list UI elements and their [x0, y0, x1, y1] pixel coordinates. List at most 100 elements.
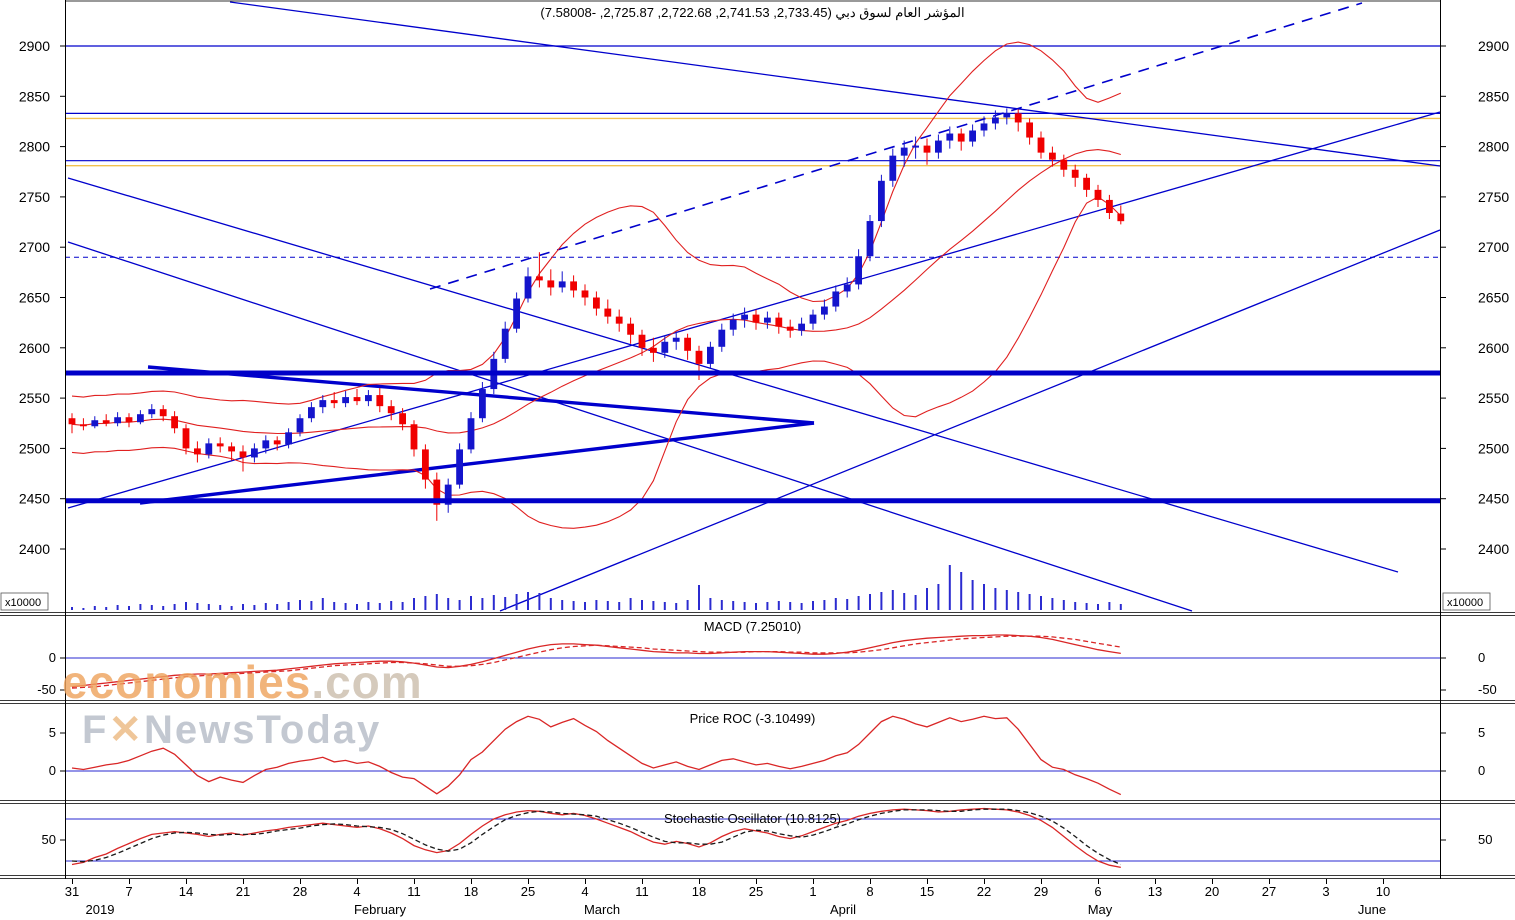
- candle: [1026, 122, 1033, 138]
- volume-bar: [618, 602, 621, 610]
- candle: [957, 133, 965, 142]
- date-tick: [528, 879, 529, 884]
- date-label: 25: [520, 884, 536, 899]
- trendline: [499, 229, 1441, 612]
- volume-bar: [424, 596, 427, 610]
- volume-bar: [207, 604, 210, 610]
- candle: [273, 440, 281, 445]
- candle: [889, 155, 897, 181]
- date-label: 18: [463, 884, 479, 899]
- date-tick: [585, 879, 586, 884]
- candle: [684, 337, 691, 351]
- volume-bar: [276, 604, 279, 610]
- volume-bar: [230, 606, 233, 610]
- stoch-panel: 50 50: [42, 807, 1492, 869]
- candle: [501, 328, 509, 359]
- candle: [1094, 189, 1102, 200]
- volume-bar: [458, 600, 461, 610]
- candle: [980, 123, 988, 131]
- volume-bar: [960, 572, 963, 610]
- date-tick: [984, 879, 985, 884]
- volume-bar: [823, 600, 826, 610]
- volume-bar: [698, 585, 700, 610]
- volume-bar: [1017, 592, 1020, 610]
- volume-bar: [743, 602, 746, 610]
- price-axis-label: 2800: [1478, 139, 1509, 155]
- candle: [479, 389, 486, 419]
- volume-bar: [994, 588, 997, 610]
- candle: [342, 397, 349, 404]
- volume-bar: [983, 584, 985, 610]
- indicator-axis-label: 0: [1478, 763, 1485, 778]
- candle: [718, 329, 726, 347]
- date-label: 8: [866, 884, 874, 899]
- volume-bar: [777, 601, 780, 610]
- date-tick: [870, 879, 871, 884]
- panel-separator: [0, 700, 1515, 701]
- panel-separator: [0, 703, 1515, 704]
- volume-bar: [390, 601, 393, 610]
- candle: [376, 395, 384, 407]
- volume-bar: [549, 598, 552, 610]
- month-label: February: [353, 902, 407, 917]
- volume-bar: [253, 605, 256, 610]
- trendline: [229, 1, 1441, 167]
- indicator-axis-label: 5: [1478, 725, 1485, 740]
- volume-bar: [515, 594, 518, 610]
- date-tick: [699, 879, 700, 884]
- candle: [91, 420, 99, 427]
- candle: [80, 424, 87, 427]
- date-tick: [300, 879, 301, 884]
- volume-bar: [561, 600, 564, 610]
- date-label: 15: [919, 884, 935, 899]
- indicator-axis-label: 5: [49, 725, 56, 740]
- date-axis: 31 7 14 21 28 4 11 18 25 4 11 18 25 1 8 15 22 29 6 13 20 27 3 1…: [0, 879, 1515, 920]
- candle: [992, 117, 999, 124]
- date-tick: [1326, 879, 1327, 884]
- price-axis-label: 2500: [1478, 440, 1509, 456]
- price-axis-label: 2700: [1478, 239, 1509, 255]
- date-label: 22: [976, 884, 992, 899]
- candle: [1049, 152, 1056, 160]
- volume-bar: [1051, 598, 1054, 610]
- volume-bar: [378, 603, 381, 610]
- candle: [821, 306, 828, 315]
- date-label: 20: [1204, 884, 1220, 899]
- panel-separator: [0, 875, 1515, 876]
- month-label: May: [1087, 902, 1113, 917]
- indicator-axis-label: 0: [1478, 650, 1485, 665]
- date-tick: [471, 879, 472, 884]
- volume-bar: [504, 597, 507, 610]
- date-tick: [756, 879, 757, 884]
- candle: [969, 130, 976, 142]
- candle: [581, 290, 589, 298]
- date-label: 1: [809, 884, 817, 899]
- candle: [798, 323, 805, 331]
- date-label: 10: [1375, 884, 1391, 899]
- candle: [923, 145, 931, 153]
- volume-bar: [652, 601, 655, 610]
- candle: [137, 414, 144, 423]
- volume-bar: [846, 599, 849, 610]
- volume-bar: [584, 602, 586, 610]
- candle: [365, 395, 372, 402]
- volume-bar: [948, 565, 951, 610]
- volume-bar: [242, 604, 244, 610]
- volume-bar: [356, 604, 358, 610]
- volume-bar: [492, 595, 495, 610]
- date-tick: [813, 879, 814, 884]
- price-axis-label: 2450: [19, 491, 50, 507]
- volume-bar: [1062, 600, 1065, 610]
- left-axis-border: [65, 0, 66, 879]
- candle: [707, 346, 714, 364]
- candle: [638, 334, 646, 348]
- volume-bar: [709, 598, 712, 610]
- roc-panel: 5 5 0 0: [49, 715, 1485, 796]
- volume-bar: [196, 603, 199, 610]
- candle: [125, 417, 133, 423]
- candle: [946, 133, 954, 141]
- volume-bar: [789, 602, 792, 610]
- price-axis-label: 2600: [1478, 340, 1509, 356]
- panel-separator: [0, 615, 1515, 616]
- price-axis-label: 2750: [19, 189, 50, 205]
